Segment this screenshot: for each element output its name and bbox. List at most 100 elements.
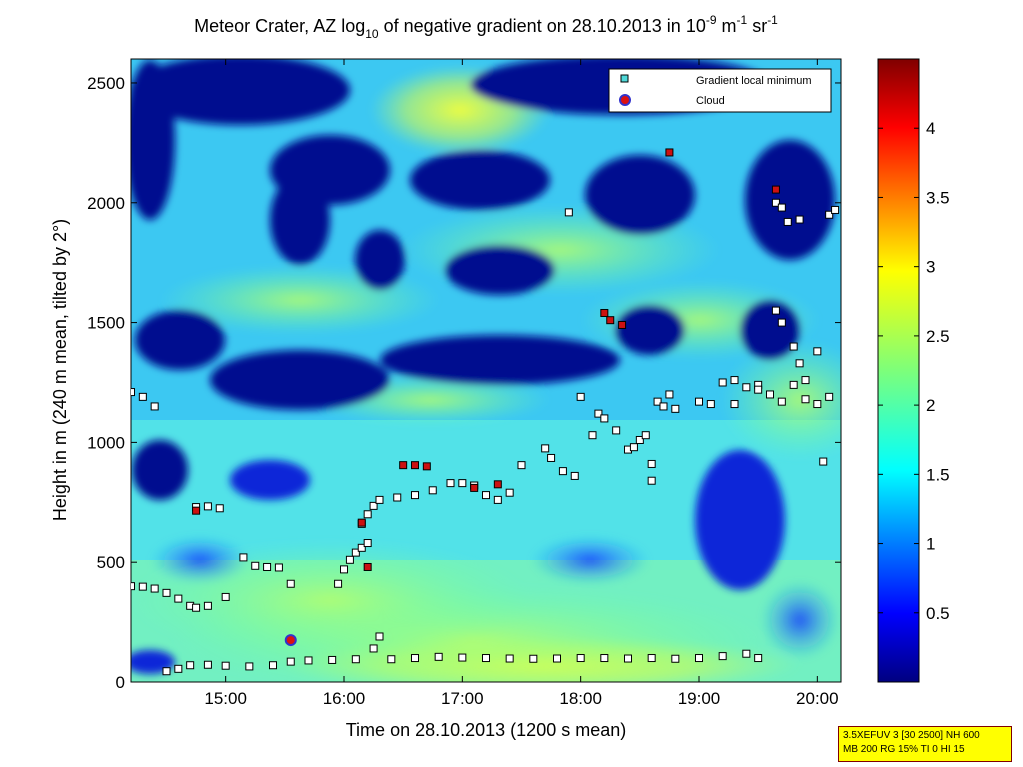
gradient-minimum-point [239,553,248,562]
gradient-minimum-point [564,208,573,217]
y-tick-label: 0 [116,673,125,692]
gradient-minimum-point [357,543,366,552]
gradient-minimum-point [221,592,230,601]
cloud-layer-point [493,480,502,489]
gradient-minimum-point [730,376,739,385]
gradient-minimum-point [659,402,668,411]
gradient-minimum-point [777,397,786,406]
gradient-minimum-point [286,657,295,666]
gradient-minimum-point [138,392,147,401]
gradient-minimum-point [754,654,763,663]
heatmap-field [131,59,841,682]
gradient-minimum-point [576,392,585,401]
y-tick-label: 2500 [87,74,125,93]
gradient-minimum-point [695,397,703,406]
info-box: 3.5XEFUV 3 [30 2500] NH 600 MB 200 RG 15… [838,726,1012,762]
gradient-minimum-point [186,661,195,670]
gradient-minimum-point [458,653,467,662]
gradient-minimum-point [576,654,585,663]
colorbar-axis: 0.5 1 1.5 2 2.5 3 3.5 4 [878,119,950,623]
gradient-minimum-point [458,479,467,488]
gradient-minimum-point [369,644,378,653]
colorbar-tick-label: 1 [926,535,935,554]
gradient-minimum-point [150,402,159,411]
gradient-minimum-point [754,385,763,394]
gradient-minimum-point [393,493,402,502]
gradient-minimum-point [612,426,621,435]
y-axis: 0 500 1000 1500 2000 2500 [87,74,841,692]
gradient-minimum-point [174,664,183,673]
gradient-minimum-point [547,453,556,462]
legend: Gradient local minimum Cloud [608,68,832,113]
gradient-minimum-point [570,471,579,480]
cloud-point [284,634,297,647]
gradient-minimum-point [428,486,437,495]
gradient-minimum-point [363,510,372,519]
gradient-minimum-point [446,479,455,488]
cloud-layer-point [771,185,780,194]
gradient-minimum-point [825,210,834,219]
gradient-minimum-point [505,654,514,663]
gradient-minimum-point [647,654,656,663]
info-line-2: MB 200 RG 15% TI 0 HI 15 [843,744,965,755]
gradient-minimum-point [162,588,171,597]
gradient-minimum-point [334,579,343,588]
gradient-minimum-point [493,495,502,504]
gradient-minimum-point [221,661,230,670]
gradient-minimum-point [695,654,703,663]
cloud-layer-point [192,506,201,515]
colorbar-tick-label: 4 [926,119,935,138]
x-tick-label: 15:00 [204,689,247,708]
gradient-minimum-point [795,359,804,368]
gradient-minimum-point [629,443,638,452]
x-tick-label: 18:00 [559,689,602,708]
colorbar [877,58,920,683]
gradient-minimum-point [801,376,810,385]
gradient-minimum-point [665,390,674,399]
y-tick-label: 1500 [87,314,125,333]
x-tick-label: 20:00 [796,689,839,708]
gradient-minimum-point [777,203,786,212]
cloud-layer-point [606,316,615,325]
gradient-minimum-point [588,431,597,440]
gradient-minimum-point [345,555,354,564]
y-tick-label: 1000 [87,433,125,452]
gradient-minimum-point [274,563,283,572]
colorbar-tick-label: 1.5 [926,465,950,484]
gradient-minimum-point [411,654,419,663]
gradient-minimum-point [482,654,490,663]
gradient-minimum-point [375,495,384,504]
cloud-layer-point [422,462,431,471]
cloud-layer-point [665,148,674,157]
gradient-minimum-point [771,198,780,207]
legend-label-cloud: Cloud [696,95,725,107]
gradient-minimum-point [742,649,751,658]
gradient-minimum-point [789,342,798,351]
colorbar-tick-label: 3.5 [926,188,950,207]
y-axis-label: Height in m (240 m mean, tilted by 2°) [50,219,70,521]
gradient-minimum-point [783,217,792,226]
gradient-minimum-point [351,655,360,664]
gradient-minimum-point [771,306,780,315]
gradient-minimum-point [251,561,260,570]
gradient-minimum-point [174,594,183,603]
gradient-minimum-point [653,397,662,406]
legend-marker-cloud [619,94,631,106]
cloud-layer-point [618,320,627,329]
cloud-layer-point [600,308,609,317]
gradient-minimum-point [777,318,786,327]
cloud-layer-point [363,562,372,571]
legend-marker-minimum [620,74,629,83]
gradient-minimum-point [718,378,727,387]
gradient-minimum-point [131,582,135,591]
gradient-minimum-point [375,632,384,641]
gradient-minimum-point [742,383,751,392]
gradient-minimum-point [203,601,212,610]
gradient-minimum-point [819,457,828,466]
gradient-minimum-point [269,661,277,670]
gradient-minimum-point [351,548,360,557]
gradient-minimum-point [671,654,680,663]
y-tick-label: 2000 [87,194,125,213]
cloud-layer-point [357,518,366,527]
gradient-minimum-point [328,655,337,664]
